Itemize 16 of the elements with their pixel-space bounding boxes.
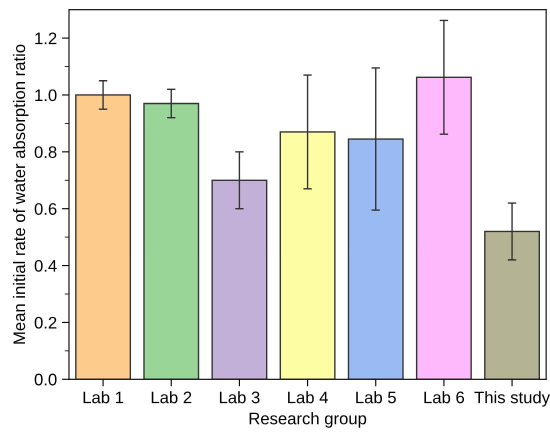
- x-axis-title: Research group: [250, 412, 366, 428]
- y-tick-label: 1.2: [35, 32, 56, 44]
- x-tick-label: Lab 5: [356, 391, 396, 404]
- y-tick-label: 1.0: [35, 89, 57, 102]
- y-tick-label: 0.2: [34, 316, 56, 329]
- x-tick-label: Lab 2: [152, 391, 192, 404]
- x-tick-label: Lab 1: [84, 391, 124, 404]
- y-axis-title: Mean initial rate of water absorption ratio: [12, 44, 28, 344]
- y-tick-label: 0.6: [34, 203, 56, 215]
- x-tick-label: Lab 3: [220, 391, 260, 404]
- y-tick-label: 0.4: [34, 260, 57, 272]
- x-tick-label: This study: [474, 391, 550, 407]
- y-tick-label: 0.8: [34, 146, 56, 158]
- x-tick-label: Lab 4: [288, 391, 328, 404]
- y-tick-label: 0.0: [34, 374, 57, 386]
- x-tick-label: Lab 6: [424, 391, 464, 404]
